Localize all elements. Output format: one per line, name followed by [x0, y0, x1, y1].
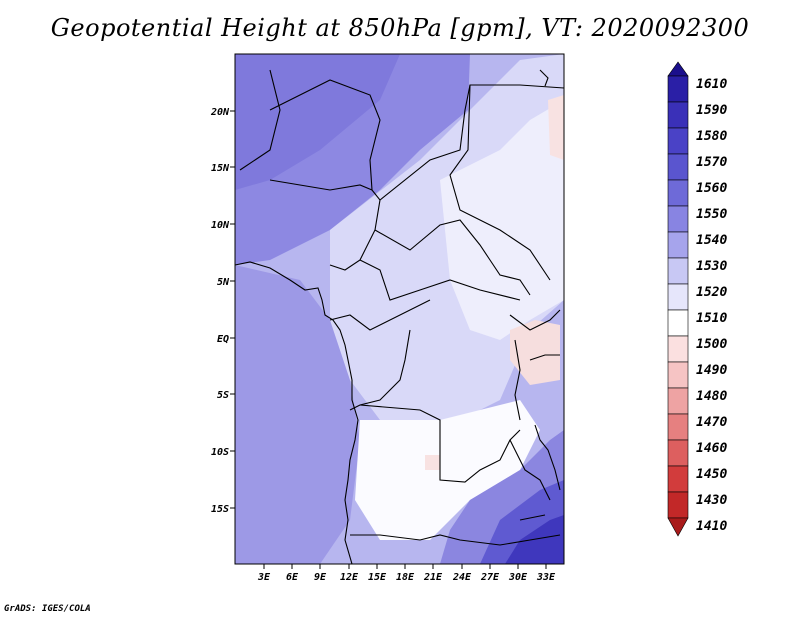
- lon-label: 27E: [480, 572, 500, 583]
- lon-label: 30E: [508, 572, 528, 583]
- colorbar-label: 1610: [696, 77, 727, 92]
- lat-label: 20N: [210, 107, 230, 118]
- colorbar-label: 1430: [696, 493, 727, 508]
- colorbar-swatch: [667, 127, 689, 155]
- map-title: Geopotential Height at 850hPa [gpm], VT:…: [50, 14, 750, 42]
- credit-label: GrADS: IGES/COLA: [4, 604, 91, 614]
- colorbar-swatch: [667, 283, 689, 311]
- colorbar-label: 1450: [696, 467, 727, 482]
- lon-label: 18E: [396, 572, 415, 583]
- lon-axis: 3E 6E 9E 12E 15E 18E 21E 24E 27E 30E 33E: [257, 564, 556, 583]
- colorbar-label: 1510: [696, 311, 727, 326]
- colorbar-swatch: [667, 413, 689, 441]
- colorbar-label: 1550: [696, 207, 727, 222]
- lat-label: 15S: [211, 504, 229, 515]
- colorbar-swatch: [667, 387, 689, 415]
- colorbar-label: 1470: [696, 415, 727, 430]
- colorbar-swatch: [667, 153, 689, 181]
- colorbar-label: 1560: [696, 181, 727, 196]
- lon-label: 3E: [257, 572, 271, 583]
- lon-label: 12E: [340, 572, 359, 583]
- lon-label: 6E: [286, 572, 299, 583]
- colorbar-swatch: [667, 205, 689, 233]
- colorbar-swatch: [667, 309, 689, 337]
- lon-label: 24E: [452, 572, 472, 583]
- colorbar-swatch: [667, 465, 689, 493]
- colorbar-swatch: [667, 517, 689, 537]
- lat-label: 10N: [211, 220, 230, 231]
- colorbar-swatch: [667, 179, 689, 207]
- colorbar-label: 1490: [696, 363, 727, 378]
- colorbar-label: 1580: [696, 129, 727, 144]
- lon-label: 33E: [536, 572, 556, 583]
- colorbar-label: 1460: [696, 441, 727, 456]
- colorbar-label: 1590: [696, 103, 727, 118]
- colorbar-label: 1410: [696, 519, 727, 534]
- lon-label: 9E: [314, 572, 327, 583]
- colorbar-swatch: [667, 491, 689, 519]
- colorbar: 1610 1590 1580 1570 1560 1550 1540 1530 1520 1510…: [667, 61, 727, 537]
- boundaries: [235, 69, 564, 564]
- colorbar-swatch: [667, 439, 689, 467]
- colorbar-swatch: [667, 231, 689, 259]
- colorbar-label: 1530: [696, 259, 727, 274]
- lon-label: 21E: [423, 572, 443, 583]
- height-field: [235, 54, 564, 564]
- lat-axis: 20N 15N 10N 5N EQ 5S 10S 15S: [210, 107, 235, 515]
- colorbar-swatch: [667, 335, 689, 363]
- lat-label: EQ: [217, 334, 229, 345]
- colorbar-swatch: [667, 257, 689, 285]
- colorbar-label: 1480: [696, 389, 727, 404]
- colorbar-swatch: [667, 75, 689, 103]
- lat-label: 15N: [211, 163, 230, 174]
- colorbar-label: 1500: [696, 337, 727, 352]
- lat-label: 10S: [211, 447, 229, 458]
- colorbar-label: 1570: [696, 155, 727, 170]
- colorbar-swatch: [667, 361, 689, 389]
- colorbar-swatch: [667, 61, 689, 77]
- colorbar-label: 1520: [696, 285, 727, 300]
- colorbar-label: 1540: [696, 233, 727, 248]
- lat-label: 5N: [217, 277, 230, 288]
- colorbar-swatch: [667, 101, 689, 129]
- lon-label: 15E: [368, 572, 387, 583]
- lat-label: 5S: [217, 390, 229, 401]
- map-frame: [234, 53, 565, 565]
